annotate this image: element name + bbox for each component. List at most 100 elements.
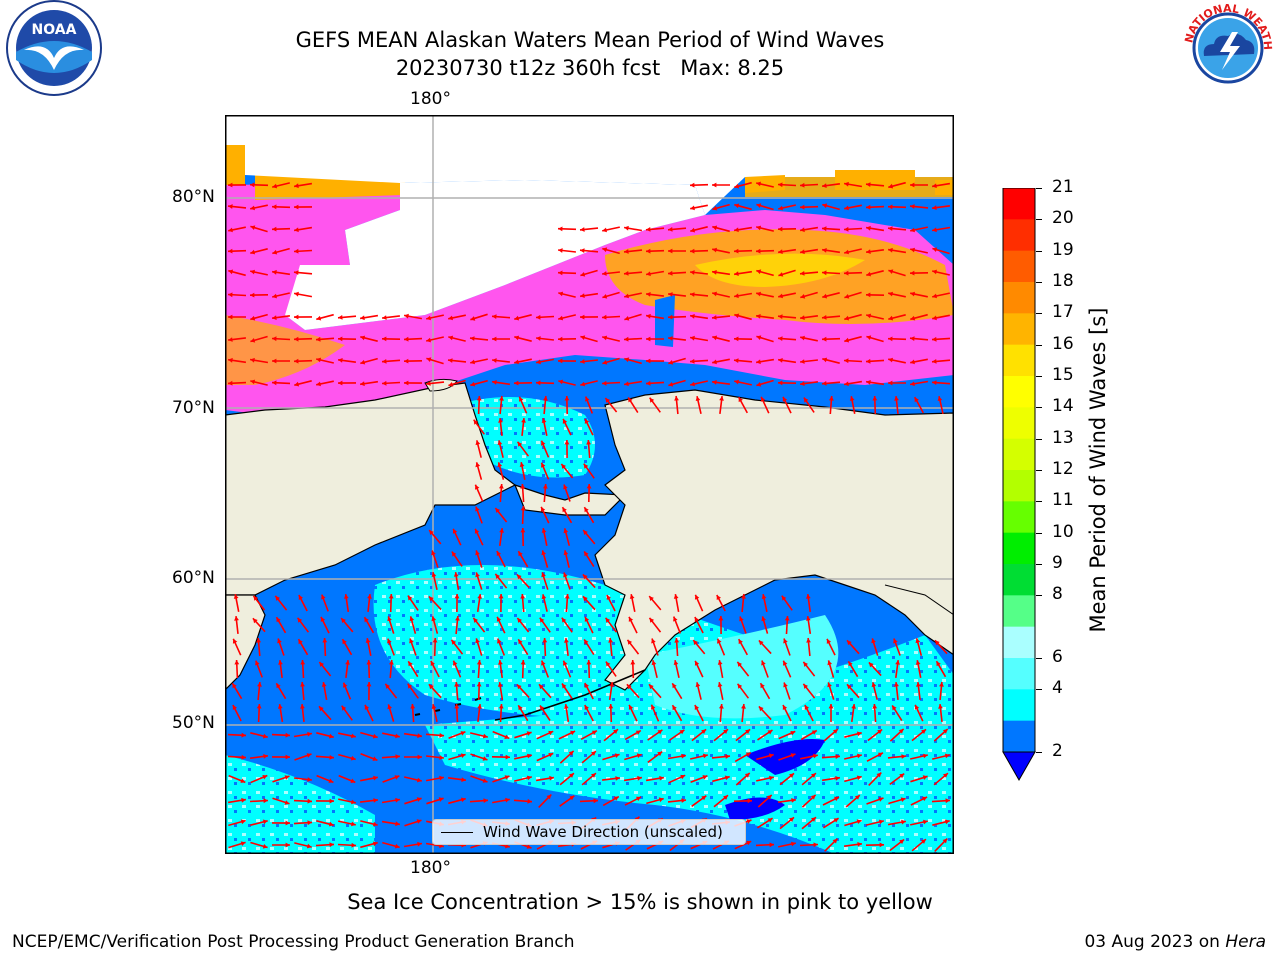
wind-wave-arrowhead: [514, 380, 519, 386]
wind-wave-arrowhead: [899, 773, 905, 779]
wind-wave-arrowhead: [695, 682, 701, 688]
wind-wave-arrowhead: [608, 638, 613, 643]
colorbar-tick-mark: [1036, 313, 1042, 315]
wind-wave-arrowhead: [916, 682, 921, 687]
wind-wave-arrowhead: [690, 335, 695, 341]
wind-wave-arrowhead: [768, 753, 774, 759]
wind-wave-arrowhead: [262, 775, 268, 780]
wind-wave-arrowhead: [461, 777, 466, 782]
wind-wave-arrowhead: [923, 819, 928, 825]
wind-wave-arrowhead: [724, 775, 730, 781]
wind-wave-arrowhead: [561, 464, 566, 469]
wind-wave-arrowhead: [898, 728, 904, 734]
wind-wave-arrowhead: [431, 572, 437, 577]
colorbar-tick-mark: [1036, 752, 1042, 753]
wind-wave-arrowhead: [272, 358, 277, 364]
wind-wave-arrowhead: [272, 315, 277, 320]
wind-wave-arrowhead: [470, 359, 475, 365]
wind-wave-arrowhead: [806, 616, 811, 621]
wind-wave-arrowhead: [674, 638, 680, 643]
wind-wave-arrowhead: [476, 660, 482, 665]
wind-wave-arrowhead: [407, 683, 413, 689]
wind-wave-arrowhead: [483, 798, 488, 803]
wind-wave-arrowhead: [690, 270, 695, 275]
wind-wave-arrowhead: [569, 773, 574, 778]
wind-wave-arrowhead: [540, 705, 545, 711]
wind-wave-arrowhead: [756, 225, 762, 231]
wind-wave-arrowhead: [719, 704, 724, 709]
wind-wave-arrowhead: [583, 530, 588, 535]
wind-wave-arrowhead: [454, 682, 459, 687]
wind-wave-arrowhead: [910, 182, 915, 188]
wind-wave-arrowhead: [294, 204, 299, 210]
wind-wave-arrowhead: [624, 271, 629, 276]
wind-wave-arrowhead: [416, 819, 422, 824]
wind-wave-arrowhead: [800, 204, 805, 210]
wind-wave-arrowhead: [888, 380, 893, 386]
wind-wave-arrowhead: [562, 507, 567, 513]
wind-wave-arrowhead: [613, 729, 618, 734]
wind-wave-arrowhead: [668, 248, 673, 254]
wind-wave-arrowhead: [475, 550, 480, 556]
wind-wave-arrowhead: [228, 292, 233, 298]
wind-wave-arrowhead: [426, 337, 431, 343]
wind-wave-arrowhead: [322, 638, 328, 643]
wind-wave-arrowhead: [505, 754, 510, 760]
wind-wave-arrowhead: [514, 359, 519, 365]
wind-wave-arrowhead: [712, 270, 717, 275]
wind-wave-arrowhead: [614, 753, 620, 758]
wind-wave-arrowhead: [474, 528, 480, 534]
wind-wave-arrowhead: [580, 381, 586, 387]
wind-wave-arrowhead: [228, 227, 233, 233]
footer-right: 03 Aug 2023 on Hera: [1084, 932, 1266, 952]
wind-wave-arrowhead: [712, 291, 717, 297]
wind-wave-arrowhead: [584, 683, 589, 688]
wind-wave-arrowhead: [475, 440, 481, 446]
wind-wave-arrowhead: [624, 357, 630, 363]
wind-wave-arrowhead: [778, 226, 783, 232]
wind-wave-arrowhead: [866, 182, 871, 187]
wind-wave-arrowhead: [778, 358, 783, 363]
wind-wave-arrowhead: [272, 226, 277, 232]
wind-wave-arrowhead: [250, 205, 255, 211]
wind-wave-arrowhead: [615, 776, 620, 781]
wind-wave-arrowhead: [761, 660, 766, 666]
wind-wave-arrowhead: [262, 844, 268, 849]
wind-wave-arrowhead: [716, 595, 721, 600]
wind-wave-arrowhead: [605, 661, 611, 667]
wind-wave-arrowhead: [543, 396, 548, 401]
wind-wave-arrowhead: [769, 842, 774, 848]
wind-wave-arrowhead: [497, 440, 503, 446]
wind-wave-arrowhead: [613, 796, 619, 801]
wind-wave-arrowhead: [673, 660, 679, 665]
wind-wave-arrowhead: [944, 819, 950, 825]
wind-wave-arrowhead: [942, 838, 948, 844]
wind-wave-arrowhead: [294, 183, 299, 189]
wind-wave-arrowhead: [343, 682, 348, 688]
wind-wave-arrowhead: [499, 396, 504, 401]
lat-label-50: 50°N: [172, 713, 215, 733]
wind-wave-arrowhead: [439, 755, 444, 760]
wind-wave-arrowhead: [877, 729, 883, 735]
wind-wave-arrowhead: [432, 638, 438, 643]
wind-wave-arrowhead: [866, 271, 872, 277]
wind-wave-arrowhead: [517, 618, 522, 623]
wind-wave-arrowhead: [761, 594, 767, 599]
wind-wave-arrowhead: [316, 315, 322, 321]
wind-wave-arrowhead: [811, 817, 816, 822]
wind-wave-arrowhead: [382, 315, 387, 320]
colorbar-segment: [1003, 470, 1035, 502]
wind-wave-arrowhead: [517, 441, 523, 447]
wind-wave-arrowhead: [250, 338, 256, 343]
wind-wave-arrowhead: [256, 638, 261, 643]
wind-wave-arrowhead: [228, 314, 233, 320]
colorbar-tick-mark: [1036, 282, 1042, 283]
wind-wave-arrowhead: [718, 616, 724, 621]
wind-wave-arrowhead: [232, 683, 237, 689]
wind-wave-arrowhead: [234, 616, 239, 621]
wind-wave-arrowhead: [914, 704, 920, 710]
wind-wave-arrowhead: [756, 248, 761, 254]
wind-wave-arrowhead: [548, 730, 554, 736]
wind-wave-arrowhead: [241, 754, 246, 760]
wind-wave-arrowhead: [473, 419, 479, 425]
